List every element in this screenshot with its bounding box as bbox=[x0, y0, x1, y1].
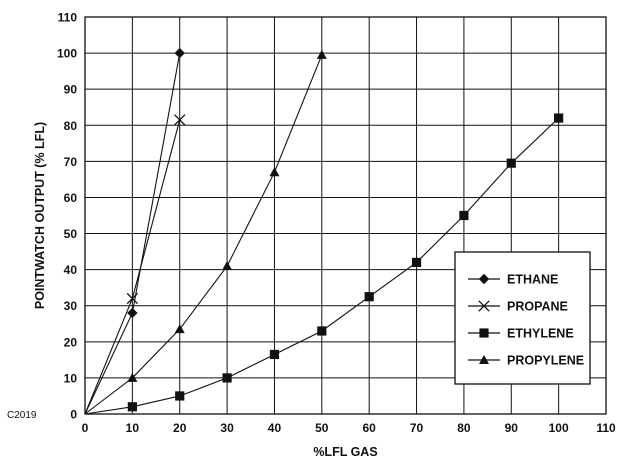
legend-label: PROPANE bbox=[507, 300, 568, 314]
y-tick-label: 50 bbox=[64, 227, 78, 241]
y-tick-label: 30 bbox=[64, 299, 78, 313]
propylene-point bbox=[174, 324, 185, 334]
propane-point bbox=[174, 114, 186, 126]
y-tick-label: 90 bbox=[64, 83, 78, 97]
y-tick-label: 110 bbox=[58, 11, 78, 25]
y-axis-title: POINTWATCH OUTPUT (% LFL) bbox=[33, 122, 47, 309]
ethylene-point bbox=[364, 292, 374, 302]
propylene-point bbox=[222, 261, 233, 271]
x-tick-label: 80 bbox=[457, 421, 471, 435]
x-tick-label: 100 bbox=[549, 421, 569, 435]
ethylene-point bbox=[554, 113, 564, 123]
propylene-point bbox=[269, 167, 280, 177]
x-axis-ticks: 0 10 20 30 40 50 60 70 80 90 100 110 bbox=[82, 421, 616, 435]
x-tick-label: 90 bbox=[505, 421, 519, 435]
ethylene-point bbox=[459, 210, 469, 221]
ethylene-point bbox=[222, 373, 232, 383]
legend-item-ethane: ETHANE bbox=[468, 273, 558, 287]
x-tick-label: 110 bbox=[596, 421, 616, 435]
x-tick-label: 50 bbox=[315, 421, 329, 435]
legend-label: ETHANE bbox=[507, 273, 558, 287]
ethane-point bbox=[127, 307, 138, 319]
ethylene-point bbox=[175, 391, 185, 401]
ethane-point bbox=[174, 47, 185, 59]
y-axis-ticks: 0 10 20 30 40 50 60 70 80 90 100 110 bbox=[57, 11, 77, 422]
propylene-point bbox=[316, 49, 327, 59]
legend-marker bbox=[478, 273, 490, 285]
y-tick-label: 40 bbox=[64, 263, 78, 277]
series-ethane bbox=[84, 47, 185, 415]
y-tick-label: 80 bbox=[64, 119, 78, 133]
legend-item-propylene: PROPYLENE bbox=[468, 354, 584, 368]
y-tick-label: 10 bbox=[64, 371, 78, 385]
legend-box bbox=[454, 251, 591, 385]
ethylene-point bbox=[269, 349, 280, 360]
y-tick-label: 60 bbox=[64, 191, 78, 205]
ethylene-point bbox=[506, 158, 516, 168]
legend-item-propane: PROPANE bbox=[468, 300, 568, 314]
x-tick-label: 70 bbox=[410, 421, 424, 435]
figure-code: C2019 bbox=[7, 410, 37, 421]
propylene-line bbox=[84, 54, 323, 415]
legend-marker bbox=[478, 300, 490, 312]
ethylene-point bbox=[411, 257, 422, 268]
y-tick-label: 20 bbox=[64, 335, 78, 349]
legend-label: PROPYLENE bbox=[507, 354, 584, 368]
y-tick-label: 100 bbox=[57, 47, 77, 61]
legend-marker bbox=[479, 355, 489, 364]
series-ethylene bbox=[84, 113, 564, 415]
legend: ETHANE PROPANE ETHYLENE PROPYLENE bbox=[454, 251, 591, 385]
propylene-point bbox=[127, 372, 138, 382]
series-propylene bbox=[84, 49, 327, 415]
x-tick-label: 0 bbox=[82, 421, 89, 435]
propane-point bbox=[126, 292, 139, 305]
legend-item-ethylene: ETHYLENE bbox=[468, 327, 574, 341]
ethylene-point bbox=[127, 402, 137, 412]
x-tick-label: 10 bbox=[126, 421, 140, 435]
x-tick-label: 40 bbox=[268, 421, 282, 435]
x-tick-label: 30 bbox=[220, 421, 234, 435]
legend-marker bbox=[479, 328, 489, 338]
legend-label: ETHYLENE bbox=[507, 327, 574, 341]
plot-frame bbox=[84, 16, 607, 415]
series-propane bbox=[84, 114, 186, 415]
ethylene-point bbox=[317, 326, 327, 336]
x-tick-label: 60 bbox=[363, 421, 377, 435]
x-axis-title: %LFL GAS bbox=[313, 445, 377, 459]
y-tick-label: 0 bbox=[70, 408, 77, 422]
y-tick-label: 70 bbox=[64, 155, 78, 169]
x-tick-label: 20 bbox=[173, 421, 187, 435]
series bbox=[84, 47, 564, 415]
